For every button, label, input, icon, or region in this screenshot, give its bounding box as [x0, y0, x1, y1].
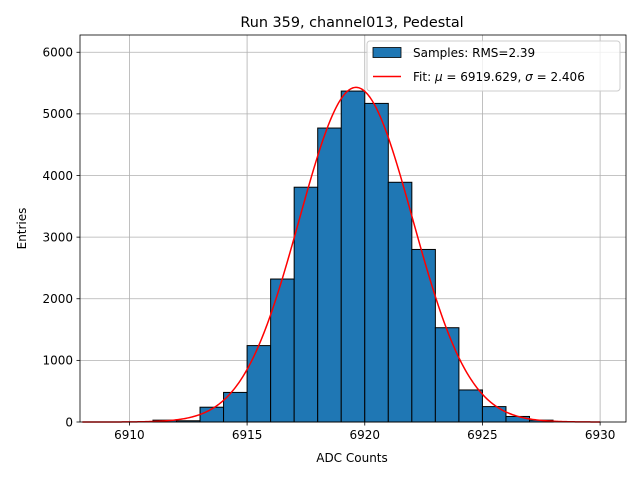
histogram-bar: [458, 389, 483, 423]
x-tick-label: 6920: [349, 428, 380, 442]
y-tick-label: 0: [65, 415, 73, 429]
legend-label-samples: Samples: RMS=2.39: [413, 46, 535, 60]
histogram-bar: [387, 181, 413, 423]
legend-label-fit: Fit: μ = 6919.629, σ = 2.406: [413, 70, 585, 84]
plot-frame: [79, 34, 627, 423]
y-tick-label: 5000: [42, 107, 73, 121]
y-tick-label: 2000: [42, 292, 73, 306]
y-tick-label: 4000: [42, 169, 73, 183]
y-axis-ticks: 0 1000 2000 3000 4000 5000 6000: [42, 46, 80, 429]
fit-curve: [82, 86, 601, 423]
y-axis-label: Entries: [15, 208, 29, 250]
x-tick-label: 6925: [467, 428, 498, 442]
histogram-bar: [340, 90, 366, 423]
legend-box: [366, 40, 621, 92]
histogram-bar: [364, 102, 389, 423]
histogram-bar: [317, 127, 342, 423]
legend-swatch-samples: [372, 47, 402, 58]
y-tick-label: 3000: [42, 230, 73, 244]
x-axis-ticks: 6910 6915 6920 6925 6930: [114, 422, 615, 442]
histogram-bar: [246, 345, 272, 423]
histogram-bar: [481, 406, 507, 423]
x-tick-label: 6910: [114, 428, 145, 442]
histogram-bar: [411, 248, 436, 423]
fit-curve-group: [82, 86, 601, 423]
y-tick-label: 6000: [42, 46, 73, 60]
histogram-bar: [505, 415, 531, 423]
y-tick-label: 1000: [42, 354, 73, 368]
x-tick-label: 6930: [585, 428, 616, 442]
histogram-bar: [434, 327, 460, 423]
chart-title: Run 359, channel013, Pedestal: [240, 15, 463, 31]
x-axis-label: ADC Counts: [316, 451, 388, 465]
histogram-bars: [152, 90, 554, 423]
x-tick-label: 6915: [232, 428, 263, 442]
histogram-bar: [270, 278, 295, 423]
legend: Samples: RMS=2.39 Fit: μ = 6919.629, σ =…: [366, 40, 621, 92]
